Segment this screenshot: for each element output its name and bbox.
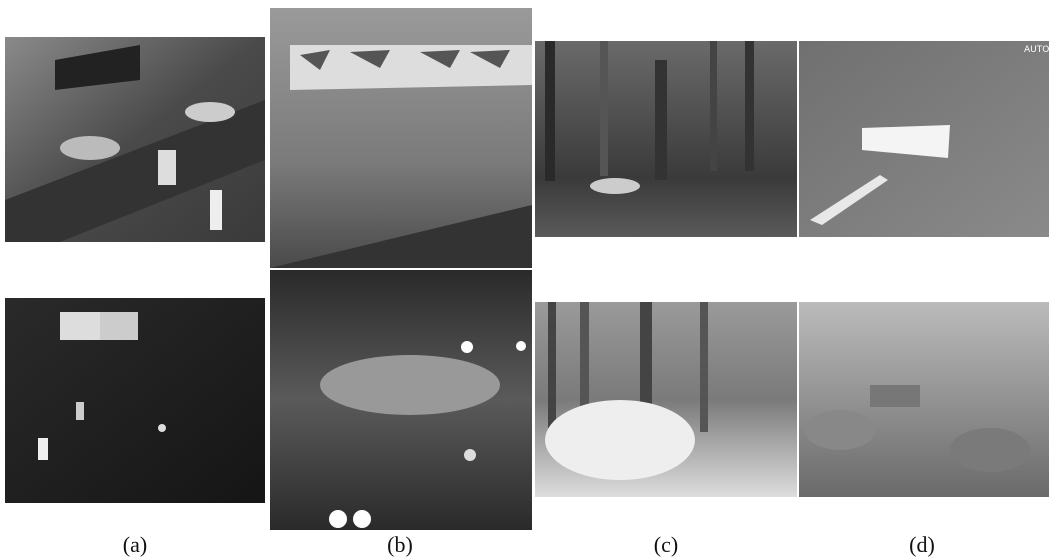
image-b-thermal (270, 8, 532, 268)
image-d-visible (799, 302, 1049, 497)
caption: (a) (123, 532, 147, 557)
caption: (d) (909, 532, 935, 557)
caption: (c) (654, 532, 678, 557)
image-b-visible (270, 270, 532, 530)
figure-canvas: AUTO (a) (b) (c) (d) (0, 0, 1049, 560)
image-a-visible (5, 298, 265, 503)
image-c-visible (535, 302, 797, 497)
overlay-text: AUTO (1024, 45, 1049, 55)
image-c-thermal (535, 41, 797, 237)
image-d-thermal: AUTO (799, 41, 1049, 237)
figure: AUTO (a) (b) (c) (d) (0, 0, 1049, 560)
caption: (b) (387, 532, 413, 557)
image-a-thermal (5, 37, 265, 242)
